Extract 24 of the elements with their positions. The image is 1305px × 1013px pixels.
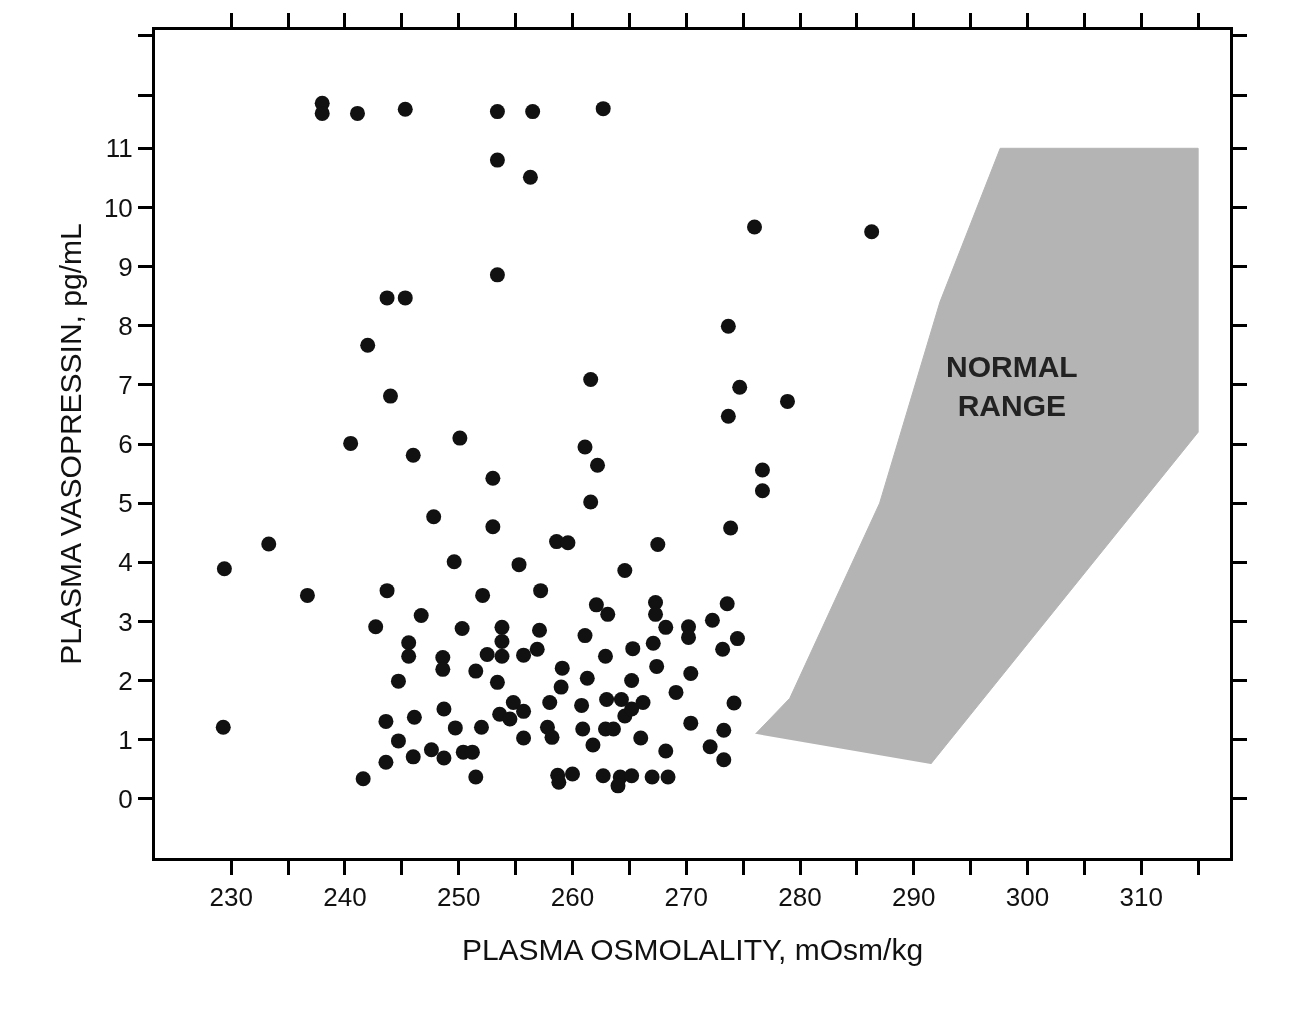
y-axis-title: PLASMA VASOPRESSIN, pg/mL [53, 223, 87, 665]
x-tick-label: 250 [437, 882, 481, 913]
y-tick-label: 2 [118, 665, 133, 696]
x-tick-label: 310 [1119, 882, 1163, 913]
x-tick-label: 280 [778, 882, 822, 913]
x-axis-title: PLASMA OSMOLALITY, mOsm/kg [461, 932, 924, 966]
x-tick-label: 290 [892, 882, 936, 913]
y-tick-label: 6 [118, 429, 133, 460]
x-tick-label: 300 [1005, 882, 1050, 913]
y-tick-label: 8 [118, 310, 133, 341]
annotation: NORMAL RANGE [946, 350, 1078, 422]
x-tick-label: 230 [209, 882, 253, 913]
y-tick-label: 0 [118, 783, 133, 814]
y-tick-label: 7 [118, 369, 133, 400]
y-tick-label: 10 [103, 192, 133, 223]
y-tick-label: 4 [118, 547, 133, 578]
x-tick-label: 260 [550, 882, 595, 913]
x-tick-label: 240 [323, 882, 367, 913]
x-tick-label: 270 [664, 882, 708, 913]
y-tick-label: 11 [105, 133, 133, 164]
y-tick-label: 3 [118, 606, 133, 637]
y-tick-label: 1 [118, 724, 133, 755]
y-tick-label: 9 [118, 251, 133, 282]
y-tick-label: 5 [118, 488, 133, 519]
